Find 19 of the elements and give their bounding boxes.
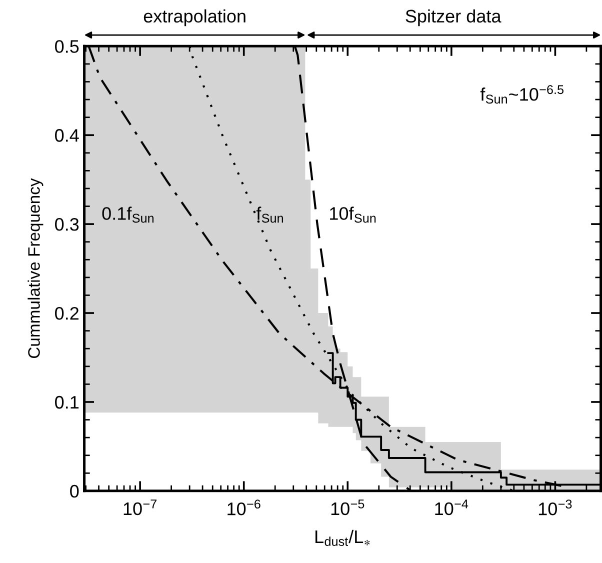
x-tick-label: 10$^{−5}$ bbox=[331, 500, 364, 516]
y-tick-label: 0 bbox=[70, 484, 79, 498]
annotation: 10f$_{Sun}$ bbox=[330, 206, 376, 223]
y-axis-title: Cummulative Frequency bbox=[28, 178, 44, 358]
y-tick-label: 0.5 bbox=[55, 40, 79, 53]
text: extrapolation bbox=[144, 9, 246, 26]
x-axis-title: L$_{dust}$/L$_{∗}$ bbox=[315, 530, 370, 546]
x-tick-label: 10$^{−3}$ bbox=[538, 500, 572, 516]
x-tick-label: 10$^{−4}$ bbox=[435, 500, 468, 516]
y-tick-label: 0.1 bbox=[55, 396, 79, 409]
x-tick-label: 10$^{−7}$ bbox=[124, 500, 156, 516]
text: Spitzer data bbox=[406, 9, 502, 26]
x-tick-label: 10$^{−6}$ bbox=[228, 500, 260, 516]
y-tick-label: 0.3 bbox=[55, 218, 79, 231]
annotation: f$_{Sun}$~10$^{−6.5}$ bbox=[480, 85, 564, 104]
y-tick-label: 0.2 bbox=[55, 306, 79, 320]
y-tick-label: 0.4 bbox=[55, 129, 79, 142]
annotation: f$_{Sun}$ bbox=[256, 206, 283, 223]
annotation: 0.1f$_{Sun}$ bbox=[102, 206, 154, 223]
